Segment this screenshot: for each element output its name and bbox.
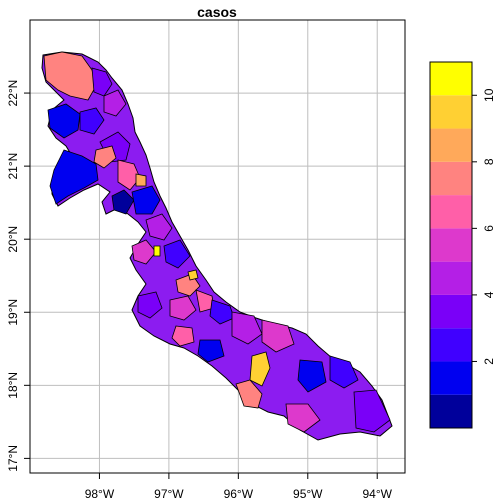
municipality-14: [163, 239, 191, 269]
municipality-25: [285, 403, 321, 433]
municipality-29: [197, 339, 225, 363]
legend-swatch-0: [430, 394, 472, 428]
lat-tick-label-3: 20°N: [6, 226, 20, 253]
legend-swatch-8: [430, 128, 472, 162]
municipality-16: [187, 269, 199, 281]
municipality-3: [79, 107, 105, 135]
latitude-axis: 17°N 18°N 19°N 20°N 21°N 22°N: [6, 80, 30, 472]
municipality-12: [131, 239, 157, 265]
legend-swatch-6: [430, 195, 472, 229]
municipality-18: [169, 295, 197, 321]
lon-tick-label-4: 94°W: [362, 487, 392, 501]
legend-tick-label-3: 8: [482, 158, 496, 165]
municipality-26: [329, 355, 359, 389]
municipality-23: [249, 351, 271, 387]
municipality-31: [93, 145, 117, 169]
legend-swatch-9: [430, 95, 472, 129]
legend-swatch-2: [430, 328, 472, 362]
legend-swatch-10: [430, 62, 472, 96]
municipality-30: [171, 325, 195, 347]
municipality-8: [135, 173, 147, 187]
legend-swatch-7: [430, 161, 472, 196]
lat-tick-label-0: 17°N: [6, 445, 20, 472]
legend-swatches: [430, 62, 472, 428]
lon-tick-label-3: 95°W: [293, 487, 323, 501]
municipality-polygons: [41, 51, 393, 441]
municipality-17: [137, 291, 163, 319]
lat-tick-label-5: 22°N: [6, 80, 20, 107]
lat-tick-label-1: 18°N: [6, 372, 20, 399]
legend-tick-label-2: 6: [482, 225, 496, 232]
legend-tick-label-1: 4: [482, 291, 496, 298]
map-frame: [29, 19, 406, 474]
lon-tick-label-0: 98°W: [85, 487, 115, 501]
municipality-28: [297, 359, 327, 393]
municipality-24: [235, 379, 263, 409]
municipality-9: [111, 189, 135, 215]
legend-ticks: 2 4 6 8 10: [472, 88, 496, 365]
municipality-5: [49, 149, 99, 205]
lat-tick-label-2: 19°N: [6, 299, 20, 326]
municipality-21: [231, 311, 263, 345]
municipality-20: [209, 299, 235, 325]
longitude-axis: 98°W 97°W 96°W 95°W 94°W: [85, 473, 393, 501]
legend-swatch-3: [430, 294, 472, 329]
lat-tick-label-4: 21°N: [6, 153, 20, 180]
map-title: casos: [197, 4, 237, 20]
state-outline: [41, 51, 393, 441]
municipality-22: [261, 319, 295, 353]
legend-tick-label-4: 10: [482, 88, 496, 102]
legend-frame: [429, 61, 473, 429]
color-legend: 2 4 6 8 10: [429, 61, 496, 429]
municipality-13: [153, 245, 161, 257]
lon-tick-label-2: 96°W: [224, 487, 254, 501]
municipality-10: [131, 185, 161, 215]
municipality-27: [353, 389, 391, 433]
lon-tick-label-1: 97°W: [154, 487, 184, 501]
legend-swatch-5: [430, 228, 472, 262]
municipality-7: [117, 159, 141, 191]
legend-swatch-4: [430, 261, 472, 295]
municipality-0: [43, 51, 97, 101]
municipality-2: [47, 103, 81, 139]
legend-swatch-1: [430, 361, 472, 395]
municipality-1: [91, 67, 113, 97]
municipality-11: [145, 213, 173, 241]
municipality-4: [103, 89, 127, 117]
legend-tick-label-0: 2: [482, 358, 496, 365]
map-panel: 98°W 97°W 96°W 95°W 94°W 17°N 18°N 19°N 20°N 21°…: [6, 19, 406, 501]
